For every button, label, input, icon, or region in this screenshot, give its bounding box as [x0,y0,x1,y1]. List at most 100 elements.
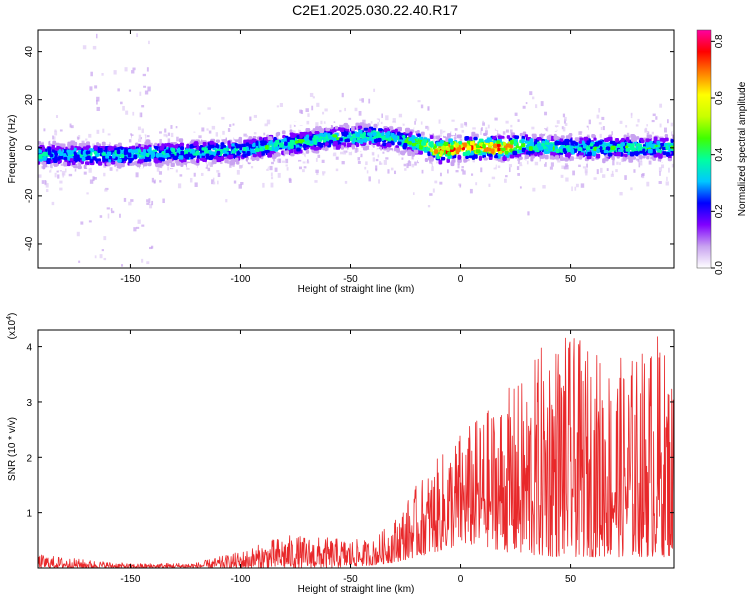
spectrogram-cell [221,137,223,141]
spectrogram-cell [544,154,549,160]
spectrogram-cell [497,165,501,168]
spectrogram-cell [164,128,167,133]
spectrogram-cell [519,162,523,167]
colorbar-tick-label: 0.0 [714,261,725,275]
spectrogram-cell [377,121,380,126]
spectrogram-cell [206,128,209,131]
spectrogram-cell [461,168,464,172]
spectrogram-cell [536,142,542,148]
spectrogram-cell [186,163,192,168]
spectrogram-cell [557,141,562,146]
spectrogram-cell [516,166,520,170]
spectrogram-cell [296,134,300,139]
spectrogram-cell [285,153,290,158]
spectrogram-cell [596,114,600,119]
spectrogram-cell [402,134,406,139]
spectrogram-cell [578,164,581,168]
spectrogram-cell [529,91,533,96]
spectrogram-cell [136,226,140,229]
spectrogram-cell [393,147,398,152]
spectrogram-cell [131,70,135,74]
spectrogram-cell [94,85,98,89]
spectrogram-cell [186,166,190,170]
spectrogram-cell [361,98,364,103]
spectrogram-cell [265,144,269,150]
spectrogram-cell [117,294,119,296]
spectrogram-cell [544,162,547,167]
spectrogram-cell [86,157,88,163]
spectrogram-cell [377,137,382,142]
spectrogram-cell [145,139,151,144]
spectrogram-cell [600,167,603,173]
spectrogram-cell [316,102,320,107]
spectrogram-cell [561,126,564,130]
spectrogram-cell [315,122,319,127]
spectrogram-cell [148,246,153,250]
spectrogram-cell [432,139,435,144]
spectrogram-cell [359,147,364,152]
spectrogram-cell [598,108,601,113]
spectrogram-cell [429,160,432,164]
spectrogram-cell [127,168,133,173]
spectrogram-cell [564,141,570,146]
spectrogram-cell [435,149,439,153]
spectrogram-cell [52,135,54,140]
spectrogram-cell [202,133,207,138]
spectrogram-cell [504,178,507,183]
spectrogram-cell [404,146,408,152]
spectrogram-cell [309,140,314,145]
spectrogram-cell [267,136,273,141]
spectrogram-cell [280,124,284,129]
spectrogram-cell [376,149,381,154]
spectrogram-cell [420,131,425,136]
spectrogram-cell [212,177,215,182]
spectrogram-cell [436,163,440,169]
spectrogram-cell [248,136,253,140]
spectrogram-cell [116,164,122,169]
spectrogram-cell [309,136,314,141]
spectrogram-cell [354,107,358,112]
spectrogram-cell [658,167,662,172]
spectrogram-cell [419,144,423,148]
spectrogram-cell [630,187,633,191]
spectrogram-cell [536,137,542,141]
spectrogram-cell [668,167,670,173]
spectrogram-cell [439,181,443,185]
spectrogram-cell [43,128,46,132]
spectrogram-cell [234,157,239,163]
spectrogram-cell [411,155,415,160]
spectrogram-cell [437,143,443,147]
spectrogram-cell [165,152,170,158]
spectrogram-cell [602,174,606,178]
spectrogram-cell [509,154,515,159]
spectrogram-cell [565,177,569,182]
spectrogram-cell [451,131,456,136]
spectrogram-cell [440,156,446,161]
spectrogram-cell [487,124,490,129]
spectrogram-cell [283,137,287,143]
spectrogram-cell [84,161,90,166]
spectrogram-cell [524,134,529,138]
spectrogram-cell [559,138,564,143]
spectrogram-cell [559,154,564,160]
spectrogram-cell [317,141,322,147]
spectrogram-cell [465,135,470,140]
spectrogram-cell [606,146,610,150]
spectrogram-cell [215,139,220,143]
spectrogram-cell [659,123,662,128]
spectrogram-y-tick-label: -20 [24,188,35,203]
spectrogram-cell [217,172,221,178]
spectrogram-cell [633,160,638,165]
spectrogram-cell [455,149,460,155]
spectrogram-cell [124,323,127,327]
spectrogram-cell [336,137,340,141]
spectrogram-cell [526,151,531,156]
spectrogram-cell [193,172,196,177]
spectrogram-cell [180,146,185,151]
spectrogram-cell [667,119,669,124]
spectrogram-cell [355,142,360,147]
spectrogram-cell [534,161,539,166]
spectrogram-cell [557,160,561,163]
spectrogram-cell [579,152,585,156]
spectrogram-cell [671,163,674,168]
